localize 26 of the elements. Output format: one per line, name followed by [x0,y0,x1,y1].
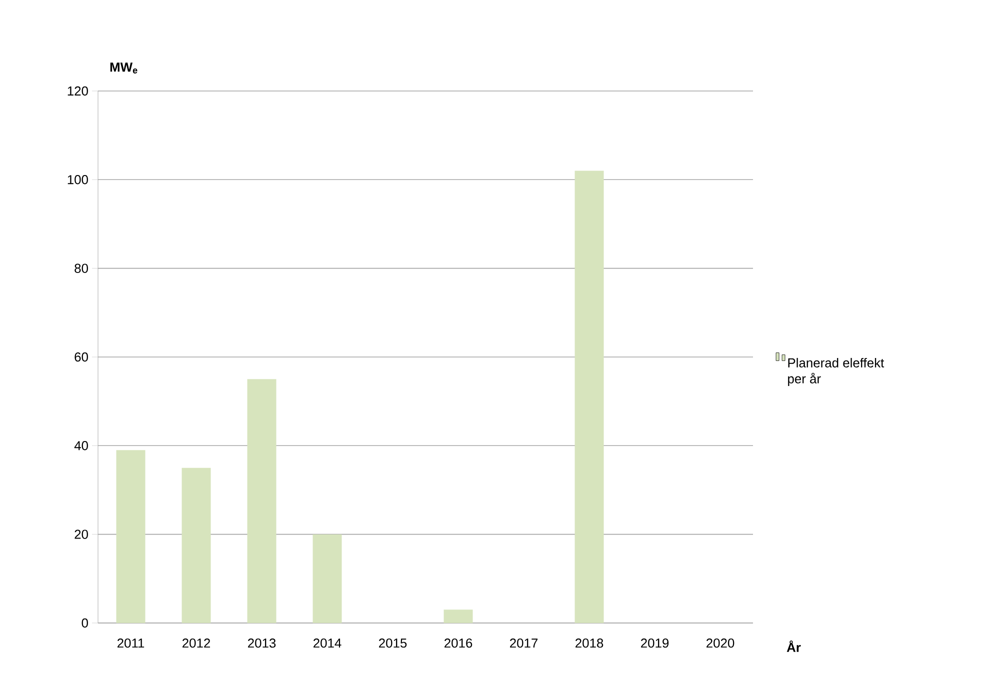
y-tick-label: 120 [68,86,88,96]
y-tick-label: 0 [82,618,88,628]
x-tick-label: 2015 [379,638,407,648]
x-tick-label: 2013 [248,638,276,648]
bar [312,534,342,623]
x-tick-label: 2012 [182,638,210,648]
y-tick-label: 100 [68,175,88,184]
x-axis-title: År [786,640,801,652]
y-tick-label: 80 [74,264,88,273]
x-tick-label: 2011 [117,638,144,648]
x-tick-label: 2019 [641,638,669,648]
legend-label: Planerad eleffekt per år [788,358,884,386]
bar [444,610,473,623]
x-tick-label: 2017 [510,638,538,648]
y-tick-label: 60 [74,352,88,362]
bar [182,468,211,623]
bar [247,379,276,623]
x-tick-label: 2014 [314,638,342,648]
x-tick-label: 2020 [706,638,734,648]
bar [574,170,604,623]
y-axis-title: MW$_{e}$ [110,62,138,74]
bar [116,450,146,623]
x-tick-label: 2016 [444,638,472,648]
y-tick-label: 20 [74,530,88,539]
x-tick-label: 2018 [576,638,604,648]
y-tick-label: 40 [74,441,88,450]
